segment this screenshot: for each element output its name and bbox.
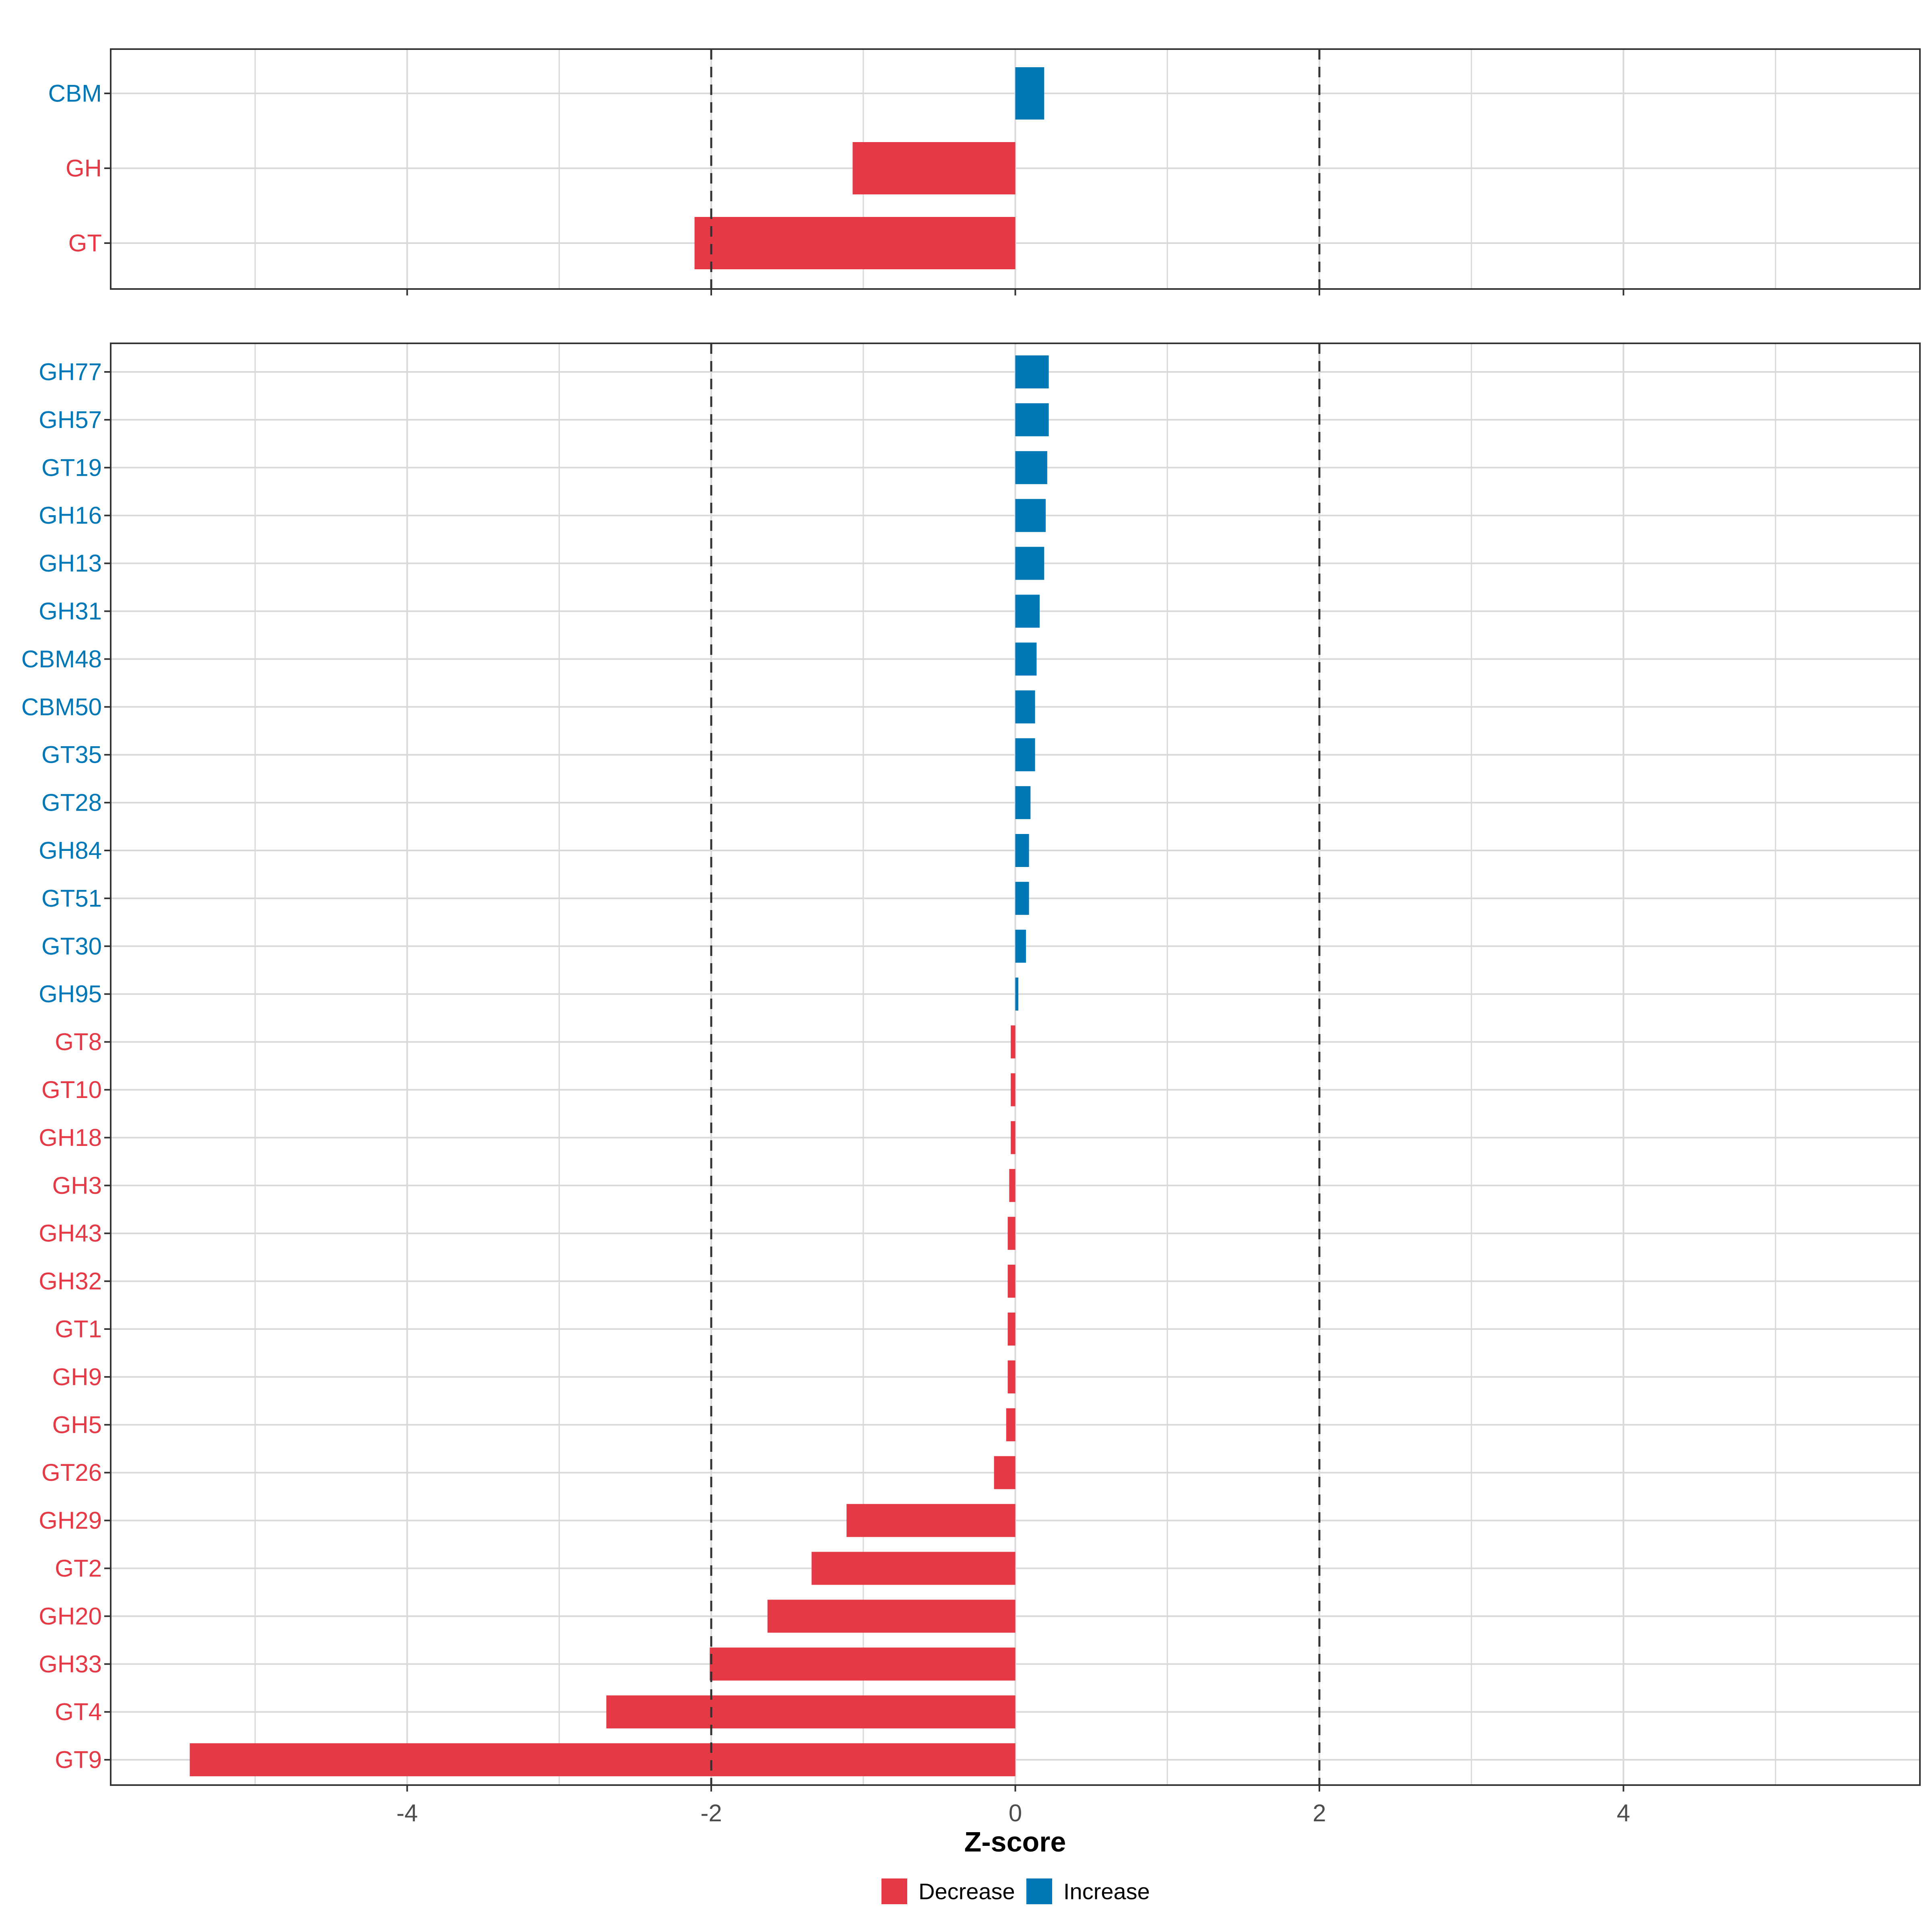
category-label: GH20 [39,1603,102,1630]
bar-gh16 [1015,499,1046,532]
category-label: GH18 [39,1124,102,1151]
category-label: GH31 [39,598,102,625]
category-label: GH33 [39,1651,102,1678]
category-label: GT2 [55,1555,102,1582]
category-label: GH84 [39,837,102,864]
category-label: GT [68,230,102,257]
bar-gt19 [1015,451,1047,484]
bar-gh95 [1015,977,1019,1011]
bar-gh3 [1009,1169,1016,1202]
bar-gh29 [846,1504,1016,1537]
category-label: GT9 [55,1746,102,1773]
bottom-panel: GH77 GH57 GT19 GH16 GH13 GH31 CBM48 CBM50 GT35 GT… [21,343,1921,1827]
bar-gh9 [1007,1360,1016,1393]
bar-gh5 [1006,1408,1016,1441]
category-label: GT1 [55,1316,102,1343]
bar-gt28 [1015,786,1031,819]
bar-gt26 [994,1456,1016,1489]
bar-gh32 [1007,1265,1016,1298]
category-label: GH5 [52,1411,102,1438]
x-tick-label: 0 [1009,1800,1022,1827]
category-label: GH32 [39,1268,102,1295]
bar-gh18 [1011,1121,1016,1154]
category-label: GH13 [39,550,102,577]
category-label: CBM48 [21,646,102,673]
legend: Decrease Increase [881,1878,1150,1904]
bar-cbm50 [1015,690,1035,724]
bar-gt1 [1007,1313,1016,1346]
bar-gh [852,142,1016,194]
bar-gt35 [1015,738,1035,772]
category-label: GT35 [41,741,102,768]
x-tick-label: -4 [396,1800,418,1827]
category-label: GT26 [41,1459,102,1486]
top-panel: CBM GH GT [48,48,1921,295]
bar-cbm [1015,67,1044,120]
category-label: GT4 [55,1699,102,1726]
bar-gt2 [811,1552,1016,1585]
legend-label-decrease: Decrease [919,1879,1015,1904]
category-label: GT51 [41,885,102,912]
bar-gh13 [1015,547,1044,580]
bar-gh31 [1015,594,1040,628]
legend-key-decrease [881,1878,907,1904]
category-label: GH77 [39,359,102,386]
bar-gt [694,217,1016,269]
bar-gh20 [767,1600,1016,1633]
category-label: GT10 [41,1076,102,1103]
x-tick-label: 4 [1617,1800,1630,1827]
category-label: GH29 [39,1507,102,1534]
category-label: GH16 [39,502,102,529]
category-label: GH57 [39,406,102,433]
category-label: GT30 [41,933,102,960]
category-label: CBM50 [21,694,102,720]
category-label: GH3 [52,1172,102,1199]
legend-label-increase: Increase [1063,1879,1150,1904]
bar-gh43 [1007,1217,1016,1250]
x-tick-label: 2 [1313,1800,1326,1827]
category-label: GT28 [41,789,102,816]
category-label: CBM [48,80,102,107]
bar-gt51 [1015,881,1029,915]
bar-gh84 [1015,834,1029,867]
bar-gt8 [1011,1025,1016,1059]
category-label: GT19 [41,454,102,481]
bar-gh57 [1015,403,1049,436]
category-label: GH95 [39,980,102,1007]
bar-gh33 [710,1647,1016,1681]
x-axis-title: Z-score [964,1826,1066,1858]
bar-gt4 [606,1695,1016,1729]
category-label: GH [66,155,102,182]
category-label: GT8 [55,1028,102,1055]
bar-gt10 [1011,1073,1016,1106]
bar-gt9 [190,1743,1016,1777]
category-label: GH9 [52,1363,102,1390]
category-label: GH43 [39,1220,102,1247]
x-tick-label: -2 [700,1800,722,1827]
bar-gh77 [1015,355,1049,388]
legend-key-increase [1026,1878,1052,1904]
bar-cbm48 [1015,642,1037,676]
bar-gt30 [1015,929,1026,963]
